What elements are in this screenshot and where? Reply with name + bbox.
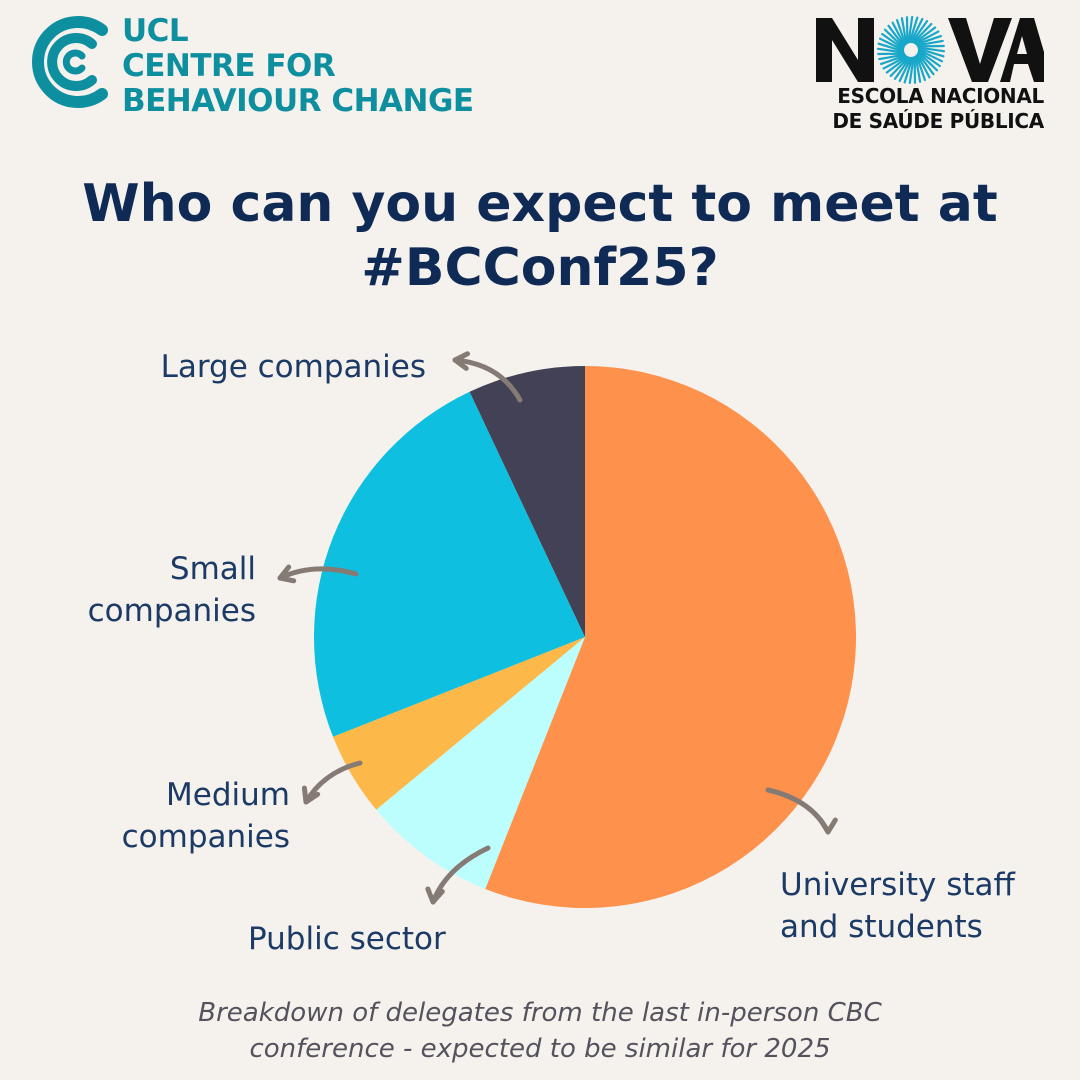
callout-arrowhead [818, 817, 838, 835]
pie-slice [333, 637, 585, 810]
slice-label-line: companies [87, 593, 256, 629]
pie-slice [485, 365, 856, 908]
slice-label: Public sector [248, 918, 446, 960]
slice-label-line: companies [121, 819, 290, 855]
callout-arrowhead [277, 564, 297, 584]
slice-label-line: Public sector [248, 921, 446, 957]
callout-arrowhead [301, 785, 321, 805]
page-title-line2: #BCConf25? [361, 238, 719, 298]
nova-logo-wordmark [816, 15, 1044, 84]
chart-caption-line1: Breakdown of delegates from the last in-… [198, 998, 882, 1028]
slice-label-line: Medium [166, 777, 290, 813]
nova-logo-subtitle-line2: DE SAÚDE PÚBLICA [832, 109, 1044, 133]
ucl-cbc-logo: UCL CENTRE FOR BEHAVIOUR CHANGE [22, 12, 502, 122]
nova-logo-subtitle-line1: ESCOLA NACIONAL [837, 84, 1044, 108]
chart-caption-line2: conference - expected to be similar for … [249, 1034, 831, 1064]
page-title-line1: Who can you expect to meet at [82, 174, 998, 234]
ucl-logo-text-line1: UCL [122, 13, 189, 49]
ucl-cbc-logo-mark [32, 16, 108, 108]
callout-arrow [277, 566, 359, 581]
slice-label: Large companies [161, 346, 426, 388]
slice-label-line: University staff [780, 867, 1015, 903]
callout-arrowhead [452, 351, 471, 371]
pie-slice [469, 366, 585, 637]
slice-label-line: Small [169, 551, 256, 587]
callout-arrowhead [425, 886, 445, 905]
ucl-logo-text-line3: BEHAVIOUR CHANGE [122, 83, 474, 119]
callout-arrow [452, 357, 523, 403]
chart-caption: Breakdown of delegates from the last in-… [60, 995, 1020, 1067]
ucl-logo-text-line2: CENTRE FOR [122, 48, 336, 84]
callout-arrow [303, 760, 363, 805]
page-title: Who can you expect to meet at #BCConf25? [40, 172, 1040, 300]
nova-logo: ESCOLA NACIONAL DE SAÚDE PÚBLICA [814, 12, 1044, 132]
pie-slice [314, 391, 585, 737]
slice-label: Small companies [88, 548, 256, 632]
slice-label: University staff and students [780, 864, 1015, 948]
slice-label-line: and students [780, 909, 983, 945]
slice-label: Medium companies [122, 774, 290, 858]
pie-slice [376, 637, 585, 889]
slice-label-line: Large companies [160, 349, 426, 385]
